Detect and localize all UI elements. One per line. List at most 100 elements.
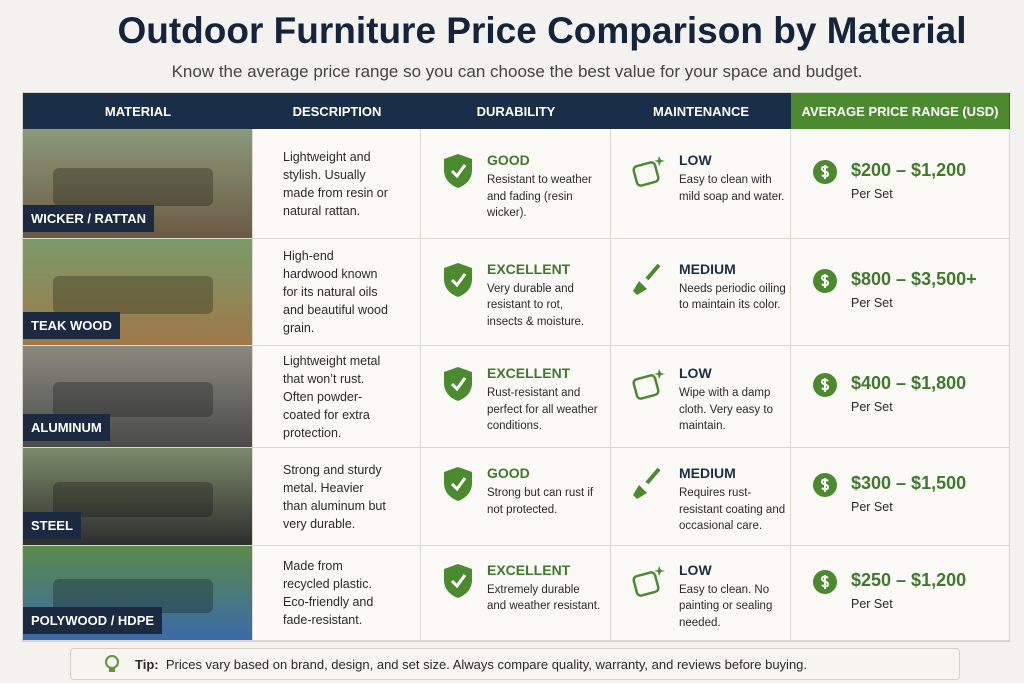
maintenance-text: Wipe with a damp cloth. Very easy to mai… — [679, 387, 773, 432]
price-cell: $400 – $1,800 Per Set — [791, 346, 1009, 448]
table: MATERIAL DESCRIPTION DURABILITY MAINTENANCE… — [22, 92, 1010, 642]
maintenance-icon — [629, 152, 669, 195]
price-range: $300 – $1,500 — [851, 473, 967, 493]
description-cell: Lightweight metal that won’t rust. Often… — [253, 346, 421, 448]
maintenance-level: MEDIUM — [679, 260, 736, 277]
maintenance: LOW Easy to clean. No painting or sealing… — [679, 562, 789, 632]
material-photo: STEEL — [23, 448, 253, 546]
material-label: STEEL — [23, 512, 81, 539]
durability: GOOD Strong but can rust if not protected… — [487, 465, 602, 518]
maintenance: MEDIUM Needs periodic oiling to maintain … — [679, 261, 789, 314]
material-label: POLYWOOD / HDPE — [23, 607, 163, 634]
material-label: ALUMINUM — [23, 414, 110, 441]
price-range: $400 – $1,800 — [851, 373, 967, 393]
durability-rating: EXCELLENT — [487, 561, 571, 578]
column-header: AVERAGE PRICE RANGE (USD) — [791, 93, 1010, 129]
shield-icon — [441, 261, 475, 304]
maintenance-text: Easy to clean. No painting or sealing ne… — [679, 583, 773, 629]
durability-text: Very durable and resistant to rot, insec… — [487, 282, 585, 328]
subtitle: Know the average price range so you can … — [171, 62, 863, 81]
maintenance-level: LOW — [679, 365, 712, 381]
column-header: MATERIAL — [23, 93, 254, 129]
durability-cell: GOOD Strong but can rust if not protected… — [421, 448, 611, 546]
description-cell: Lightweight and stylish. Usually made fr… — [253, 129, 421, 239]
durability-text: Extremely durable and weather resistant. — [487, 583, 601, 613]
maintenance-level: MEDIUM — [679, 465, 736, 481]
title: Outdoor Furniture Price Comparison by Ma… — [117, 10, 967, 51]
description-cell: High-end hardwood known for its natural … — [253, 239, 421, 346]
material-label: TEAK WOOD — [23, 312, 120, 339]
durability: GOOD Resistant to weather and fading (res… — [487, 152, 602, 222]
description-cell: Strong and sturdy metal. Heavier than al… — [253, 448, 421, 546]
shield-icon — [441, 365, 475, 408]
shield-icon — [441, 465, 475, 508]
maintenance-cell: MEDIUM Requires rust-resistant coating an… — [611, 448, 791, 546]
column-header: DESCRIPTION — [253, 93, 422, 129]
shield-icon — [441, 562, 475, 605]
maintenance-text: Requires rust-resistant coating and occa… — [679, 487, 786, 532]
durability-cell: GOOD Resistant to weather and fading (res… — [421, 129, 611, 239]
dollar-icon — [813, 473, 837, 497]
material-photo: ALUMINUM — [23, 346, 253, 448]
furniture-shape — [53, 381, 213, 418]
tip-label: Tip: — [135, 656, 159, 672]
description-cell: Made from recycled plastic. Eco-friendly… — [253, 546, 421, 641]
maintenance-level: LOW — [679, 561, 712, 578]
column-header: MAINTENANCE — [611, 93, 792, 129]
furniture-shape — [53, 276, 213, 314]
durability-rating: GOOD — [487, 465, 530, 481]
tip-text: Prices vary based on brand, design, and … — [165, 656, 808, 672]
price-unit: Per Set — [851, 500, 893, 514]
durability-cell: EXCELLENT Very durable and resistant to r… — [421, 239, 611, 346]
price-cell: $250 – $1,200 Per Set — [791, 546, 1009, 641]
durability-text: Rust-resistant and perfect for all weath… — [487, 387, 598, 432]
dollar-icon — [813, 569, 837, 594]
price-range: $200 – $1,200 — [851, 160, 967, 180]
bulb-icon — [105, 655, 119, 672]
durability: EXCELLENT Rust-resistant and perfect for … — [487, 365, 602, 435]
price-unit: Per Set — [851, 187, 893, 201]
dollar-icon — [813, 160, 837, 184]
maintenance-icon — [629, 562, 669, 605]
maintenance-cell: MEDIUM Needs periodic oiling to maintain … — [611, 239, 791, 346]
durability-rating: EXCELLENT — [487, 365, 571, 381]
material-label: WICKER / RATTAN — [23, 205, 155, 232]
durability-rating: GOOD — [487, 152, 530, 168]
maintenance-cell: LOW Easy to clean with mild soap and wate… — [611, 129, 791, 239]
durability-cell: EXCELLENT Rust-resistant and perfect for … — [421, 346, 611, 448]
price-cell: $300 – $1,500 Per Set — [791, 448, 1009, 546]
column-header: DURABILITY — [421, 93, 612, 129]
description: Lightweight metal that won’t rust. Often… — [283, 353, 381, 440]
maintenance-text: Needs periodic oiling to maintain its co… — [679, 282, 786, 312]
price-unit: Per Set — [851, 596, 893, 611]
price-cell: $200 – $1,200 Per Set — [791, 129, 1009, 239]
price-range: $250 – $1,200 — [851, 569, 967, 590]
dollar-icon — [813, 268, 837, 293]
shield-icon — [441, 152, 475, 195]
material-photo: POLYWOOD / HDPE — [23, 546, 253, 641]
maintenance: MEDIUM Requires rust-resistant coating an… — [679, 465, 789, 535]
description: Strong and sturdy metal. Heavier than al… — [283, 462, 386, 531]
maintenance-text: Easy to clean with mild soap and water. — [679, 174, 785, 203]
durability-rating: EXCELLENT — [487, 260, 571, 277]
durability-text: Resistant to weather and fading (resin w… — [487, 174, 592, 219]
furniture-shape — [53, 579, 213, 613]
maintenance-icon — [629, 365, 669, 408]
maintenance-icon — [629, 261, 669, 304]
durability: EXCELLENT Extremely durable and weather r… — [487, 562, 602, 615]
tip: Tip: Prices vary based on brand, design,… — [70, 648, 960, 680]
furniture-shape — [53, 167, 213, 206]
price-unit: Per Set — [851, 295, 893, 310]
material-photo: TEAK WOOD — [23, 239, 253, 346]
maintenance-icon — [629, 465, 669, 508]
maintenance-cell: LOW Wipe with a damp cloth. Very easy to … — [611, 346, 791, 448]
description: Lightweight and stylish. Usually made fr… — [283, 149, 388, 218]
durability-text: Strong but can rust if not protected. — [487, 487, 594, 516]
price-cell: $800 – $3,500+ Per Set — [791, 239, 1009, 346]
description: High-end hardwood known for its natural … — [283, 249, 388, 335]
maintenance-cell: LOW Easy to clean. No painting or sealing… — [611, 546, 791, 641]
maintenance: LOW Easy to clean with mild soap and wate… — [679, 152, 789, 205]
description: Made from recycled plastic. Eco-friendly… — [283, 559, 374, 627]
price-range: $800 – $3,500+ — [851, 268, 977, 289]
